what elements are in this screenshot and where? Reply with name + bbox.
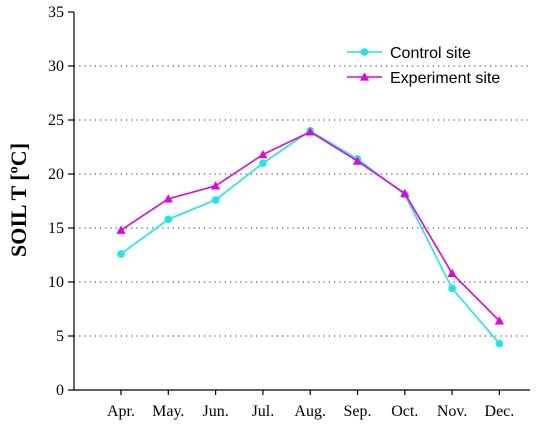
series-line — [120, 130, 500, 322]
series-2 — [116, 127, 504, 325]
data-point — [352, 156, 363, 165]
legend-marker — [360, 48, 369, 56]
data-point — [447, 268, 457, 278]
y-tick-label: 5 — [56, 328, 64, 345]
x-tick-label: Nov. — [437, 403, 468, 420]
y-axis-label: SOIL T [ºC] — [6, 143, 31, 257]
data-point — [305, 127, 315, 136]
data-point — [211, 196, 220, 204]
legend-label: Experiment site — [390, 70, 500, 87]
y-tick-label: 25 — [48, 112, 64, 129]
legend-entry: Experiment site — [347, 70, 500, 87]
y-tick-label: 35 — [48, 4, 64, 21]
y-axis-ticks: 0 5 10 15 20 25 30 35 — [48, 4, 74, 399]
y-tick-label: 10 — [48, 274, 64, 291]
series-1 — [117, 127, 504, 348]
legend-entry: Control site — [347, 45, 471, 62]
x-tick-label: Apr. — [107, 403, 135, 420]
y-tick-label: 15 — [48, 220, 64, 237]
x-tick-label: Oct. — [391, 403, 418, 420]
legend-label: Control site — [390, 45, 471, 62]
x-tick-label: Dec. — [485, 403, 515, 420]
x-tick-label: Jun. — [202, 403, 228, 420]
data-point — [259, 159, 267, 167]
data-point — [163, 194, 173, 203]
data-point — [495, 339, 504, 348]
x-tick-label: May. — [152, 403, 184, 420]
legend: Control site Experiment site — [347, 45, 500, 87]
axes — [73, 12, 530, 391]
data-point — [400, 188, 410, 198]
x-axis-ticks: Apr. May. Jun. Jul. Aug. Sep. Oct. Nov. Dec. — [107, 390, 514, 420]
data-point — [494, 316, 504, 325]
data-point — [258, 149, 268, 159]
series-group — [116, 127, 504, 348]
series-line — [120, 129, 501, 345]
legend-marker — [359, 72, 370, 81]
x-tick-label: Jul. — [252, 403, 275, 420]
gridlines — [74, 65, 530, 337]
data-point — [117, 250, 125, 258]
data-point — [211, 181, 221, 190]
y-tick-label: 0 — [56, 382, 64, 399]
x-tick-label: Sep. — [344, 403, 372, 420]
x-tick-label: Aug. — [294, 403, 326, 420]
data-point — [116, 225, 126, 234]
data-point — [164, 215, 173, 224]
y-tick-label: 20 — [48, 166, 64, 183]
data-point — [448, 284, 456, 293]
y-tick-label: 30 — [48, 58, 64, 75]
